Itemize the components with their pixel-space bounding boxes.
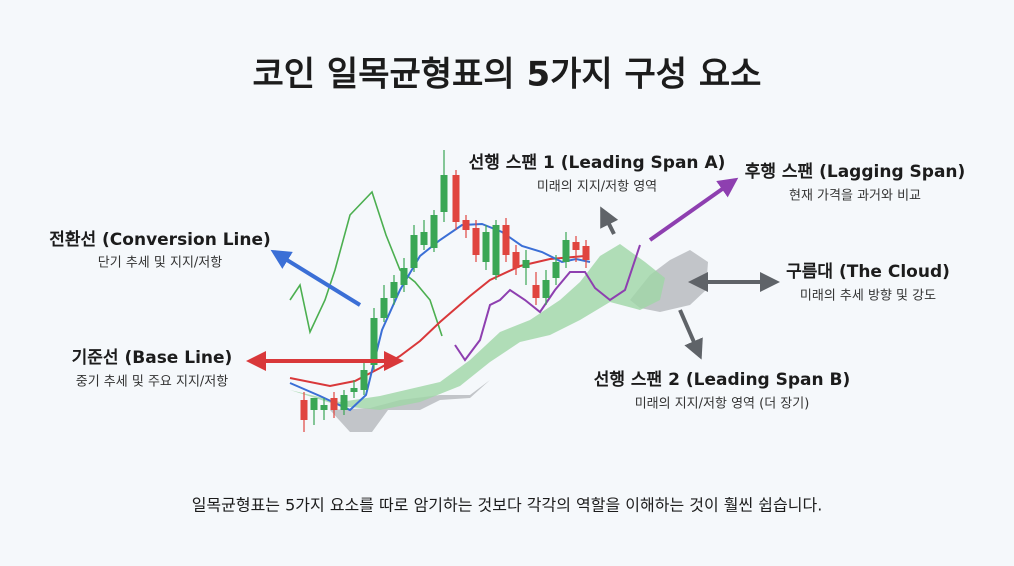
label-desc: 미래의 지지/저항 영역 [537,180,657,195]
candle-part [582,246,590,260]
candle-part [482,232,490,262]
cloud-green [290,244,665,410]
candle-part [350,388,358,392]
ichimoku-illustration [289,150,708,432]
candle-part [380,298,388,318]
arrow [600,206,619,235]
candle-part [552,262,560,278]
label-name: 기준선 (Base Line) [72,348,233,368]
candle-part [400,268,408,285]
conversion-line [289,222,591,412]
candle-part [572,242,580,250]
candle-part [452,175,460,222]
candle-part [492,225,500,275]
lagging-span-green [289,190,443,337]
candle-part [512,252,520,268]
candle-part [462,220,470,230]
arrow [270,249,362,307]
candle-part [562,240,570,262]
arrow [678,309,703,360]
label-desc: 중기 추세 및 주요 지지/저항 [76,375,229,390]
candle-part [370,318,378,365]
candle-part [390,282,398,298]
lagging-span [454,244,641,362]
label-name: 선행 스팬 1 (Leading Span A) [469,153,726,173]
candle-part [360,370,368,390]
cloud-gray [330,380,490,432]
footer: 일목균형표는 5가지 요소를 따로 암기하는 것보다 각각의 역할을 이해하는 … [192,496,823,515]
label-desc: 단기 추세 및 지지/저항 [98,256,222,271]
label-desc: 미래의 추세 방향 및 강도 [800,289,936,304]
title: 코인 일목균형표의 5가지 구성 요소 [253,55,762,95]
label-name: 후행 스팬 (Lagging Span) [745,161,966,182]
candle-part [440,175,448,212]
candle-part [320,405,328,410]
label-name: 선행 스팬 2 (Leading Span B) [594,370,851,390]
candle-part [420,232,428,245]
label-desc: 현재 가격을 과거와 비교 [789,189,921,204]
candle-part [522,260,530,268]
candle-part [300,400,308,420]
candle-part [330,398,338,410]
label-name: 구름대 (The Cloud) [786,262,950,282]
candle-part [472,228,480,255]
arrow [648,177,739,242]
candle-part [340,395,348,410]
candle-part [430,215,438,248]
candle-part [502,225,510,255]
label-name: 전환선 (Conversion Line) [49,230,271,250]
candles [300,150,590,432]
candle-part [532,285,540,298]
candle-part [410,235,418,268]
candle-part [310,398,318,410]
candle-part [542,280,550,298]
label-desc: 미래의 지지/저항 영역 (더 장기) [635,397,810,412]
